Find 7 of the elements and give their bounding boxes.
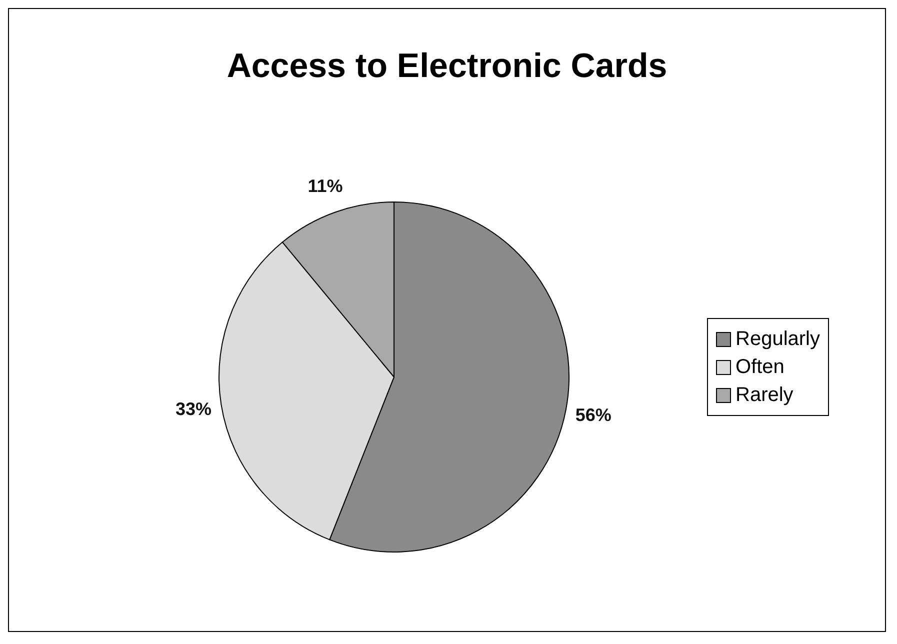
legend-label: Rarely: [736, 383, 794, 408]
data-label: 11%: [308, 176, 343, 196]
chart-title: Access to Electronic Cards: [226, 47, 668, 87]
data-label: 56%: [575, 405, 612, 426]
legend-label: Regularly: [736, 327, 820, 352]
data-label: 33%: [175, 398, 212, 419]
legend-label: Often: [736, 355, 784, 380]
